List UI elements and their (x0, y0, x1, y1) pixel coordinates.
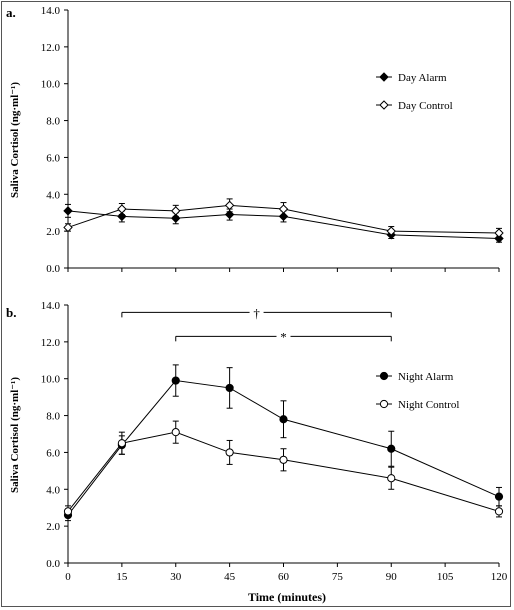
panel-b-x-tick-label: 15 (116, 571, 128, 583)
panel-b-x-tick-label: 75 (332, 571, 344, 583)
night-alarm-point (387, 444, 396, 453)
panel-b-x-tick-label: 60 (278, 571, 290, 583)
night-alarm-point (171, 376, 180, 385)
day-control-point (224, 200, 235, 211)
panel-a-y-tick-label: 6.0 (46, 152, 60, 164)
panel-a-y-tick-label: 4.0 (46, 189, 60, 201)
panel-b-x-tick-label: 45 (224, 571, 236, 583)
night-control-point (494, 507, 504, 516)
panel-a-ylabel: Saliva Cortisol (ng·ml⁻¹) (9, 82, 21, 198)
night-control-point (63, 507, 73, 516)
sig-symbol-0: † (253, 305, 260, 320)
day-control-point (171, 206, 181, 216)
night-control-point (225, 448, 234, 457)
panel-b-plot: 0.0 2.0 4.0 6.0 8.0 10.0 12.0 14.0 0 15 30 45 60 75 90… (41, 300, 508, 583)
night-alarm-point (494, 492, 504, 501)
day-control-point (278, 204, 289, 214)
day-alarm-point (63, 206, 73, 216)
panel-a-y-tick-label: 8.0 (46, 116, 60, 128)
panel-b-x-tick-label: 105 (437, 571, 454, 583)
panel-b-y-tick-label: 14.0 (41, 300, 61, 312)
night-control-point (171, 428, 180, 437)
panel-a-y-tick-label: 0.0 (46, 263, 60, 275)
panel-a-y-tick-label: 2.0 (46, 226, 60, 238)
legend-night-control-marker (379, 399, 389, 409)
panel-b-x-tick-label: 120 (491, 571, 508, 583)
panel-a-label: a. (6, 5, 16, 20)
panel-b-y-tick-label: 2.0 (46, 521, 60, 533)
legend-day-control-marker (379, 100, 389, 110)
panel-a-y-tick-label: 12.0 (41, 42, 61, 54)
legend-day-alarm-marker (379, 72, 389, 82)
panel-a-y-tick-label: 14.0 (41, 5, 61, 17)
legend-day-control-label: Day Control (398, 100, 453, 112)
panel-b-y-tick-label: 0.0 (46, 558, 60, 570)
panel-b-ylabel: Saliva Cortisol (ng·ml⁻¹) (9, 377, 21, 493)
legend-night-alarm-label: Night Alarm (398, 371, 454, 383)
panel-b-x-tick-label: 0 (65, 571, 71, 583)
night-control-point (387, 474, 396, 483)
sig-symbol-0-bg (249, 305, 264, 320)
panel-b-y-tick-label: 10.0 (41, 374, 61, 386)
day-control-point (386, 226, 396, 236)
night-alarm-point (225, 383, 234, 393)
night-alarm-point (279, 415, 288, 424)
day-control-point (63, 222, 73, 233)
panel-b-label: b. (6, 305, 16, 320)
day-control-point (494, 228, 504, 238)
panel-b-y-tick-label: 4.0 (46, 484, 60, 496)
legend-day-alarm-label: Day Alarm (398, 72, 447, 84)
panel-b-x-tick-label: 90 (386, 571, 398, 583)
night-control-line (67, 431, 500, 512)
sig-symbol-1-bg (276, 329, 291, 344)
panel-b-y-tick-label: 6.0 (46, 447, 60, 459)
day-control-point (117, 204, 127, 214)
legend-night-alarm-marker (379, 371, 389, 381)
x-axis-title: Time (minutes) (248, 590, 326, 604)
sig-symbol-1: * (280, 329, 287, 344)
panel-b-y-tick-label: 12.0 (41, 337, 61, 349)
legend-night-control-label: Night Control (398, 399, 459, 411)
panel-a-y-tick-label: 10.0 (41, 79, 61, 91)
panel-b-x-tick-label: 30 (170, 571, 182, 583)
panel-a-plot: 0.0 2.0 4.0 6.0 8.0 10.0 12.0 14.0 Day Alarm Day … (41, 5, 504, 275)
night-control-point (117, 439, 126, 448)
night-control-point (279, 455, 288, 464)
panel-b-y-tick-label: 8.0 (46, 411, 60, 423)
day-alarm-point (224, 209, 235, 220)
